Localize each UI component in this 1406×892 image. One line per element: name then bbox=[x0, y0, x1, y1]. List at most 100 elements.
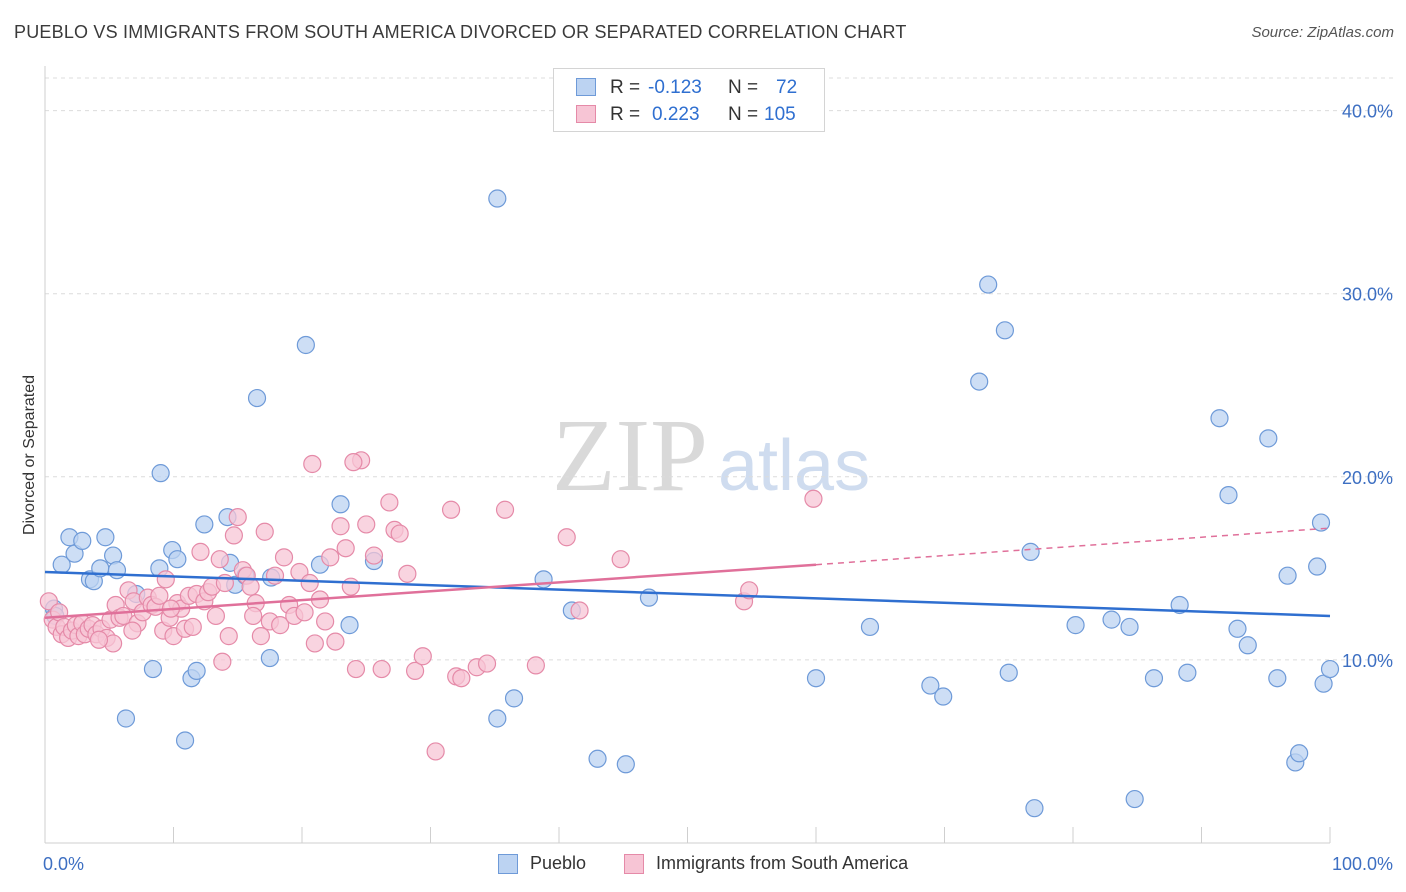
immigrants-point bbox=[265, 566, 285, 585]
immigrants-point bbox=[191, 542, 210, 561]
y-axis-label: Divorced or Separated bbox=[21, 375, 38, 535]
immigrants-point bbox=[213, 652, 232, 671]
y-tick-label: 10.0% bbox=[1342, 651, 1393, 671]
immigrants-point bbox=[206, 606, 226, 626]
immigrants-point bbox=[305, 634, 324, 653]
pueblo-point bbox=[1308, 557, 1327, 576]
immigrants-point bbox=[300, 573, 319, 593]
x-tick-label-min: 0.0% bbox=[43, 854, 84, 874]
trend-lines bbox=[44, 527, 1331, 620]
immigrants-point bbox=[123, 621, 142, 640]
pueblo-point bbox=[1021, 542, 1040, 561]
pueblo-point bbox=[1320, 659, 1340, 679]
pueblo-point bbox=[1290, 744, 1309, 763]
pueblo-point bbox=[1025, 799, 1044, 818]
immigrants-point bbox=[331, 517, 350, 536]
pueblo-point bbox=[1210, 409, 1229, 428]
immigrants-point bbox=[219, 627, 238, 646]
immigrants-swatch bbox=[576, 105, 596, 123]
pueblo-point bbox=[1268, 669, 1287, 688]
pueblo-point bbox=[860, 617, 880, 637]
immigrants-point bbox=[274, 548, 294, 567]
immigrants-point bbox=[557, 528, 576, 547]
axes bbox=[44, 66, 1331, 844]
pueblo-point bbox=[143, 659, 163, 679]
pueblo-point bbox=[331, 495, 350, 514]
pueblo-point bbox=[1238, 636, 1257, 655]
pueblo-point bbox=[1170, 595, 1189, 615]
pueblo-point bbox=[970, 372, 989, 391]
n-label: N = bbox=[728, 104, 759, 125]
pueblo-point bbox=[1102, 610, 1121, 629]
immigrants-trend-extension bbox=[815, 527, 1331, 566]
pueblo-point bbox=[921, 676, 940, 695]
immigrants-point bbox=[228, 507, 247, 527]
r-label: R = bbox=[610, 77, 641, 98]
immigrants-point bbox=[405, 661, 425, 680]
pueblo-swatch bbox=[576, 78, 596, 96]
pueblo-point bbox=[1066, 616, 1085, 635]
pueblo-point bbox=[168, 550, 187, 569]
immigrants-point bbox=[244, 606, 263, 626]
pueblo-point bbox=[1311, 513, 1331, 532]
pueblo-point bbox=[588, 749, 607, 768]
immigrants-point bbox=[413, 647, 432, 666]
chart-title: PUEBLO VS IMMIGRANTS FROM SOUTH AMERICA … bbox=[14, 22, 907, 42]
immigrants-point bbox=[344, 453, 363, 472]
pueblo-point bbox=[806, 669, 826, 688]
series-immigrants bbox=[39, 451, 823, 761]
immigrants-point bbox=[255, 522, 274, 541]
pueblo-point bbox=[1120, 617, 1139, 637]
immigrants-trend-line bbox=[44, 563, 817, 620]
pueblo-point bbox=[1178, 663, 1197, 682]
immigrants-point bbox=[183, 617, 202, 637]
pueblo-point bbox=[175, 731, 195, 750]
pueblo-point bbox=[107, 561, 127, 580]
r-value: 0.223 bbox=[652, 104, 700, 125]
n-value: 72 bbox=[776, 77, 798, 98]
n-label: N = bbox=[728, 77, 759, 98]
immigrants-point bbox=[150, 586, 169, 605]
pueblo-point bbox=[340, 616, 359, 635]
pueblo-point bbox=[995, 321, 1014, 340]
chart-source: Source: ZipAtlas.com bbox=[1251, 24, 1394, 41]
immigrants-point bbox=[357, 515, 376, 534]
pueblo-point bbox=[488, 189, 507, 208]
immigrants-point bbox=[380, 493, 399, 512]
pueblo-point bbox=[187, 661, 206, 680]
immigrants-point bbox=[526, 656, 545, 675]
watermark: ZIP atlas bbox=[552, 398, 870, 513]
pueblo-point bbox=[1219, 486, 1238, 505]
immigrants-point bbox=[495, 500, 515, 519]
immigrants-point bbox=[326, 632, 345, 651]
pueblo-point bbox=[999, 663, 1018, 682]
pueblo-point bbox=[1125, 789, 1144, 809]
y-tick-label: 20.0% bbox=[1342, 468, 1393, 488]
immigrants-point bbox=[477, 654, 497, 673]
immigrants-point bbox=[804, 489, 823, 508]
x-tick-labels: 0.0% 100.0% bbox=[43, 854, 1393, 874]
n-value: 105 bbox=[764, 104, 796, 125]
immigrants-point bbox=[321, 548, 340, 567]
pueblo-trend-line bbox=[44, 570, 1331, 618]
immigrants-point bbox=[346, 659, 366, 679]
r-label: R = bbox=[610, 104, 641, 125]
r-value: -0.123 bbox=[648, 77, 702, 98]
immigrants-point bbox=[372, 659, 391, 679]
legend-label-immigrants: Immigrants from South America bbox=[656, 853, 909, 873]
pueblo-point bbox=[195, 515, 214, 534]
y-tick-label: 30.0% bbox=[1342, 285, 1393, 305]
x-tick-label-max: 100.0% bbox=[1332, 854, 1393, 874]
legend-swatch-pueblo bbox=[498, 854, 518, 874]
immigrants-point bbox=[89, 630, 109, 649]
pueblo-point bbox=[1259, 429, 1278, 448]
immigrants-point bbox=[426, 742, 445, 761]
immigrants-point bbox=[251, 627, 270, 646]
pueblo-point bbox=[1228, 619, 1247, 638]
immigrants-point bbox=[303, 454, 322, 474]
immigrants-point bbox=[241, 577, 260, 596]
immigrants-point bbox=[398, 564, 417, 583]
immigrants-point bbox=[364, 546, 384, 565]
immigrants-point bbox=[570, 601, 589, 620]
pueblo-point bbox=[934, 687, 953, 706]
